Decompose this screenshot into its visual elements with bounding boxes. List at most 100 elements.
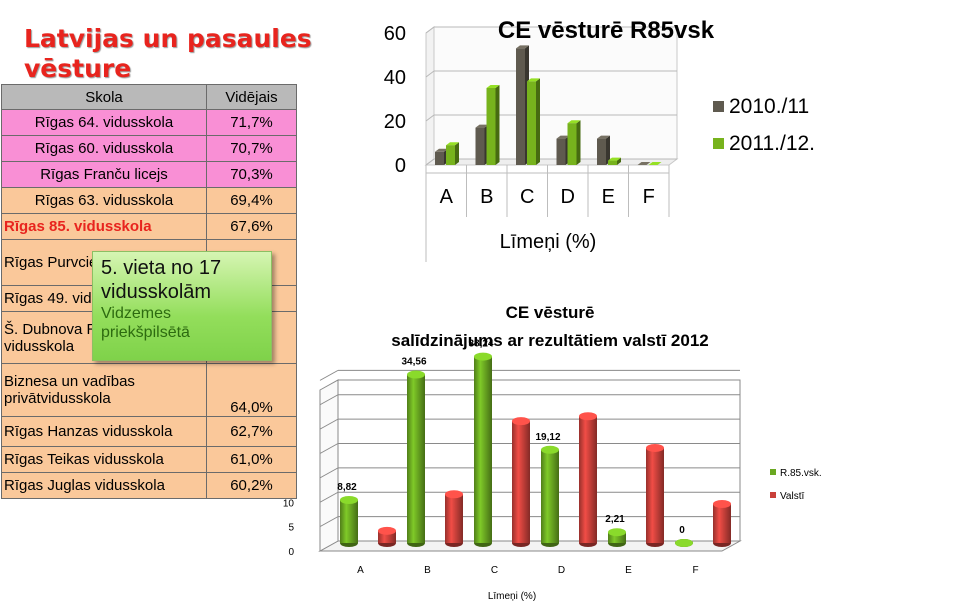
chart1-side-wall	[425, 26, 435, 166]
chart1-x-tick-label: D	[561, 186, 575, 208]
chart2-cylinder-top	[646, 443, 664, 452]
school-name: Rīgas Franču licejs	[1, 161, 207, 188]
chart2-cylinder-top	[474, 352, 492, 361]
school-average: 60,2%	[206, 472, 297, 499]
chart2-cylinder	[445, 494, 463, 543]
chart1-bar-top	[608, 157, 621, 161]
chart1-bar	[527, 81, 536, 165]
school-average: 64,0%	[206, 363, 297, 417]
chart2-data-label: 8,82	[337, 482, 357, 493]
chart1-gridline	[425, 26, 435, 34]
chart1-back-wall	[433, 26, 678, 160]
chart1-bar	[435, 151, 444, 165]
chart1-bar-top	[446, 142, 459, 146]
school-average: 71,7%	[206, 109, 297, 136]
chart2-y-tick-label: 0	[288, 547, 294, 558]
chart2-legend-label: Valstī	[780, 491, 804, 502]
chart1-legend-label: 2011./12.	[729, 132, 815, 155]
chart1-x-tick-label: A	[440, 186, 454, 208]
chart2-cylinder	[541, 449, 559, 543]
chart1-bar	[486, 88, 496, 165]
chart1-bar	[446, 145, 455, 165]
table-row: Rīgas 63. vidusskola 69,4%	[1, 187, 297, 214]
school-name: Rīgas Hanzas vidusskola	[1, 416, 207, 447]
chart1-bar-side	[495, 85, 500, 165]
chart2-cylinder-top	[675, 539, 693, 547]
table-row: Rīgas 64. vidusskola 71,7%	[1, 109, 297, 136]
chart1-gridline	[425, 114, 435, 122]
chart2-cylinder	[713, 504, 731, 543]
chart2-x-tick-label: B	[424, 565, 431, 576]
chart1-legend-swatch	[713, 138, 724, 149]
chart2-side-wall	[319, 379, 339, 552]
chart2-data-label: 38,24	[468, 339, 493, 350]
chart1-y-tick-label: 20	[384, 111, 406, 133]
chart1-legend-label: 2010./11	[729, 95, 809, 118]
table-row-highlighted: Rīgas 85. vidusskola 67,6%	[1, 213, 297, 240]
chart2-cylinder	[608, 532, 626, 543]
school-average: 67,6%	[206, 213, 297, 240]
chart-ce-history-r85: 0 20 40 60 A B C D E F CE vēsturē R85vsk Līmeņi (…	[384, 17, 815, 262]
chart1-gridline	[425, 158, 435, 166]
chart1-bar	[608, 160, 617, 165]
chart2-y-tick-label: 5	[288, 523, 294, 534]
chart2-gridline	[319, 491, 339, 503]
chart2-data-label: 34,56	[401, 357, 426, 368]
chart1-x-axis-label: Līmeņi (%)	[500, 231, 597, 253]
chart1-legend-swatch	[713, 101, 724, 112]
school-average: 61,0%	[206, 446, 297, 473]
school-average: 70,3%	[206, 161, 297, 188]
chart1-bar-top	[648, 162, 662, 165]
chart2-y-tick-label: 10	[283, 498, 295, 509]
school-name: Rīgas 85. vidusskola	[1, 213, 207, 240]
chart1-bar-side	[536, 78, 540, 165]
chart2-x-tick-label: A	[357, 565, 364, 576]
chart2-cylinder	[512, 421, 530, 543]
chart2-gridline	[319, 369, 339, 381]
chart2-cylinder	[340, 500, 358, 543]
chart2-plot-area: 0 5 10 A B C D E F 8,82 34,56 38,24 19,12 2,21 0	[283, 339, 742, 576]
chart1-bar-side	[617, 157, 621, 165]
school-name: Rīgas 64. vidusskola	[1, 109, 207, 136]
chart2-legend-swatch	[770, 492, 776, 498]
chart1-bar-top	[527, 78, 540, 82]
chart2-legend-swatch	[770, 469, 776, 475]
chart1-plot-area: 0 20 40 60 A B C D E F	[384, 23, 679, 262]
chart1-x-tick-label: B	[480, 186, 493, 208]
chart1-legend: 2010./11 2011./12.	[713, 95, 815, 155]
column-header-average: Vidējais	[206, 84, 297, 110]
page-title: Latvijas un pasaules vēsture	[24, 24, 312, 83]
callout-line-4: priekšpilsētā	[101, 324, 190, 341]
chart2-cylinder-top	[512, 417, 530, 426]
chart2-cylinder	[474, 356, 492, 543]
chart2-cylinder	[579, 416, 597, 543]
callout-line-2: vidusskolām	[101, 281, 212, 303]
chart2-legend: R.85.vsk. Valstī	[770, 468, 822, 502]
school-name: Rīgas 63. vidusskola	[1, 187, 207, 214]
table-row: Rīgas Teikas vidusskola 61,0%	[1, 446, 297, 473]
chart1-bar-top	[567, 120, 581, 124]
chart2-gridline	[319, 418, 339, 430]
chart1-y-tick-label: 0	[395, 155, 406, 177]
chart2-legend-label: R.85.vsk.	[780, 468, 822, 479]
school-name: Rīgas Juglas vidusskola	[1, 472, 207, 499]
chart2-data-label: 19,12	[535, 432, 560, 443]
school-name: Biznesa un vadības privātvidusskola	[1, 363, 207, 417]
chart2-gridline	[319, 516, 339, 528]
chart1-bar	[475, 127, 485, 165]
chart1-x-tick-label: C	[520, 186, 534, 208]
table-row: Rīgas Franču licejs 70,3%	[1, 161, 297, 188]
school-name: Rīgas Teikas vidusskola	[1, 446, 207, 473]
chart2-cylinder-top	[579, 412, 597, 421]
chart1-bar	[597, 138, 606, 165]
chart2-gridline	[319, 467, 339, 479]
chart1-gridline	[425, 70, 435, 78]
chart2-x-tick-label: D	[558, 565, 565, 576]
table-row: Rīgas 60. vidusskola 70,7%	[1, 135, 297, 162]
chart2-cylinder-top	[541, 445, 559, 454]
school-average: 62,7%	[206, 416, 297, 447]
chart2-cylinder-top	[340, 496, 358, 505]
chart1-bar	[567, 123, 577, 165]
chart2-data-label: 2,21	[605, 514, 625, 525]
chart2-x-axis-label: Līmeņi (%)	[488, 591, 536, 602]
